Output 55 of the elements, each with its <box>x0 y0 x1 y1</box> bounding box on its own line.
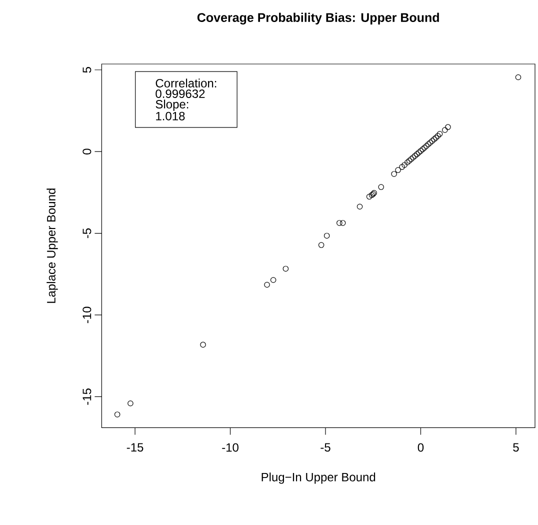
point <box>433 134 439 141</box>
y-tick-label: -10 <box>82 306 92 324</box>
point <box>410 154 416 160</box>
y-tick-label: -15 <box>82 388 92 405</box>
point <box>406 158 412 164</box>
x-tick-label: -10 <box>222 443 238 452</box>
y-tick-label: 5 <box>82 67 92 73</box>
point <box>420 146 426 152</box>
point <box>408 156 414 162</box>
point <box>128 400 134 406</box>
point <box>399 164 405 170</box>
point <box>436 131 443 137</box>
point <box>414 151 420 158</box>
point <box>378 184 384 190</box>
x-axis-title: Plug−In Upper Bound <box>262 472 376 484</box>
y-tick-label: 0 <box>82 148 92 154</box>
x-tick-label: 5 <box>513 443 519 452</box>
point <box>442 127 448 133</box>
point <box>336 220 342 226</box>
point <box>366 194 372 200</box>
y-tick-label: -5 <box>82 228 92 238</box>
x-tick-label: -5 <box>320 443 330 452</box>
point <box>427 140 434 146</box>
point <box>356 204 363 210</box>
point <box>431 136 437 142</box>
y-axis-title: Laplace Upper Bound <box>46 188 58 303</box>
point <box>270 277 276 283</box>
chart-title: Coverage Probability Bias: Upper Bound <box>197 12 439 25</box>
point <box>114 412 120 418</box>
point <box>402 162 408 168</box>
point <box>412 152 418 159</box>
point <box>429 138 436 144</box>
point <box>264 282 270 288</box>
annotation: 0.999632 <box>156 89 205 98</box>
point <box>391 171 397 177</box>
point <box>200 342 206 348</box>
annotation: Slope: <box>156 100 188 111</box>
point <box>434 132 441 139</box>
point <box>282 266 289 272</box>
point <box>416 150 422 156</box>
x-tick-label: -15 <box>126 443 144 452</box>
annotation: 1.018 <box>156 112 185 120</box>
annotation: Correlation: <box>156 78 216 88</box>
point <box>515 74 522 80</box>
x-tick-label: 0 <box>418 443 424 452</box>
point <box>395 167 401 173</box>
point <box>340 220 346 226</box>
point <box>404 159 410 166</box>
point <box>422 144 428 151</box>
point <box>324 232 330 239</box>
point <box>424 143 430 149</box>
point <box>418 148 424 154</box>
point <box>318 242 324 248</box>
point <box>445 124 451 130</box>
point <box>425 141 432 148</box>
